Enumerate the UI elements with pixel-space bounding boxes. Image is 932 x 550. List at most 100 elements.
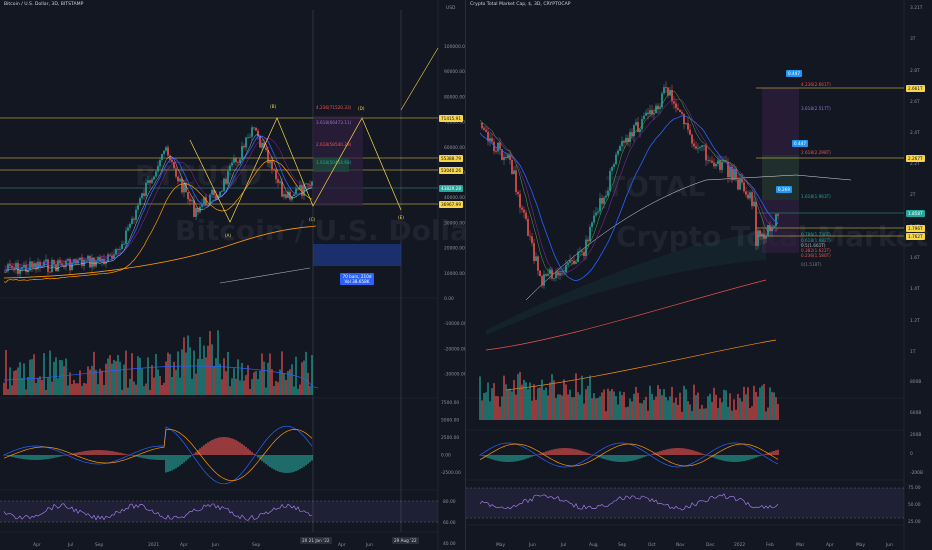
volume-bar [225,371,227,395]
candle-body [113,254,115,259]
macd-histogram-bar [537,454,539,455]
volume-bar [567,394,569,420]
rsi-band [0,501,438,522]
candle-body [75,259,77,264]
candle-body [523,209,525,213]
candle-body [733,168,735,181]
candle-body [561,272,563,274]
candle-body [131,218,133,224]
candle-body [725,160,727,162]
candle-body [559,272,561,276]
candle-body [489,138,491,142]
macd-histogram-bar [175,455,177,469]
candle-body [553,278,555,279]
volume-bar [509,388,511,420]
macd-histogram-bar [271,455,273,469]
candle-body [61,263,63,265]
macd-histogram-bar [717,455,719,460]
time-axis-label: May [856,542,865,548]
fib-callout: 0.269 [776,186,792,193]
volume-bar [151,365,153,395]
candle-body [587,239,589,242]
volume-bar [757,396,759,420]
candle-body [185,183,187,193]
candle-body [123,243,125,245]
btc-chart-title: Bitcoin / U.S. Dollar, 3D, BITSTAMP [4,2,84,7]
volume-bar [735,409,737,420]
fib-label: 1.618(1.963T) [801,194,831,199]
volume-bar [759,387,761,420]
price-axis-label: 90000.00 [444,69,465,75]
volume-bar [767,407,769,420]
volume-bar [253,372,255,395]
candle-body [769,224,771,232]
macd-histogram-bar [37,455,39,460]
macd-histogram-bar [241,443,243,455]
candle-body [749,192,751,199]
volume-bar [103,385,105,395]
volume-bar [181,349,183,395]
volume-bar [609,391,611,420]
candle-body [529,235,531,237]
candle-body [7,264,9,271]
macd-histogram-bar [691,450,693,455]
macd-histogram-bar [293,455,295,472]
candle-body [613,164,615,167]
candle-body [177,176,179,182]
volume-bar [749,407,751,420]
volume-bar [589,375,591,420]
macd-histogram-bar [707,455,709,456]
candle-body [753,201,755,207]
time-badge-2: 29 Aug '22 [392,537,419,544]
fib-label: 4.236(2.661T) [801,82,831,87]
candle-body [169,155,171,161]
volume-bar [659,388,661,420]
total-chart-title: Crypto Total Market Cap, $, 3D, CRYPTOCA… [470,2,571,7]
rsi-line [479,493,779,511]
volume-bar [215,358,217,395]
elliott-wave-label: (C) [309,217,316,222]
volume-bar [661,395,663,420]
time-axis-label: Jul [67,542,73,548]
candle-body [765,235,767,239]
candle-body [125,230,127,244]
volume-bar [665,397,667,420]
volume-bar [185,352,187,395]
time-axis-label: Apr [826,542,834,548]
macd-axis-label: 0 [910,451,913,457]
btc-chart-pane[interactable]: Bitcoin / U.S. Dollar, 3D, BITSTAMP BTCU… [0,0,466,550]
total-chart-pane[interactable]: Crypto Total Market Cap, $, 3D, CRYPTOCA… [466,0,932,550]
macd-histogram-bar [525,455,527,459]
pane-divider[interactable] [465,0,466,550]
candle-body [519,194,521,208]
macd-histogram-bar [499,455,501,462]
volume-bar [83,382,85,395]
macd-histogram-bar [149,455,151,460]
volume-bar [591,398,593,420]
candle-body [593,215,595,223]
volume-bar [579,394,581,420]
candle-body [739,179,741,190]
macd-histogram-bar [613,455,615,462]
macd-histogram-bar [295,455,297,472]
candle-body [521,207,523,210]
macd-histogram-bar [495,455,497,461]
volume-bar [765,411,767,420]
volume-bar [505,384,507,420]
volume-bar [267,362,269,395]
volume-bar [191,378,193,395]
volume-bar [141,368,143,395]
macd-histogram-bar [85,450,87,455]
elliott-wave-path [189,117,402,223]
volume-bar [97,384,99,395]
fib-label: 1.618(50454.68) [316,160,352,165]
volume-bar [629,398,631,420]
macd-histogram-bar [629,455,631,462]
macd-histogram-bar [533,455,535,456]
volume-bar [621,395,623,420]
macd-histogram-bar [761,455,763,456]
macd-histogram-bar [727,455,729,462]
macd-histogram-bar [197,450,199,455]
